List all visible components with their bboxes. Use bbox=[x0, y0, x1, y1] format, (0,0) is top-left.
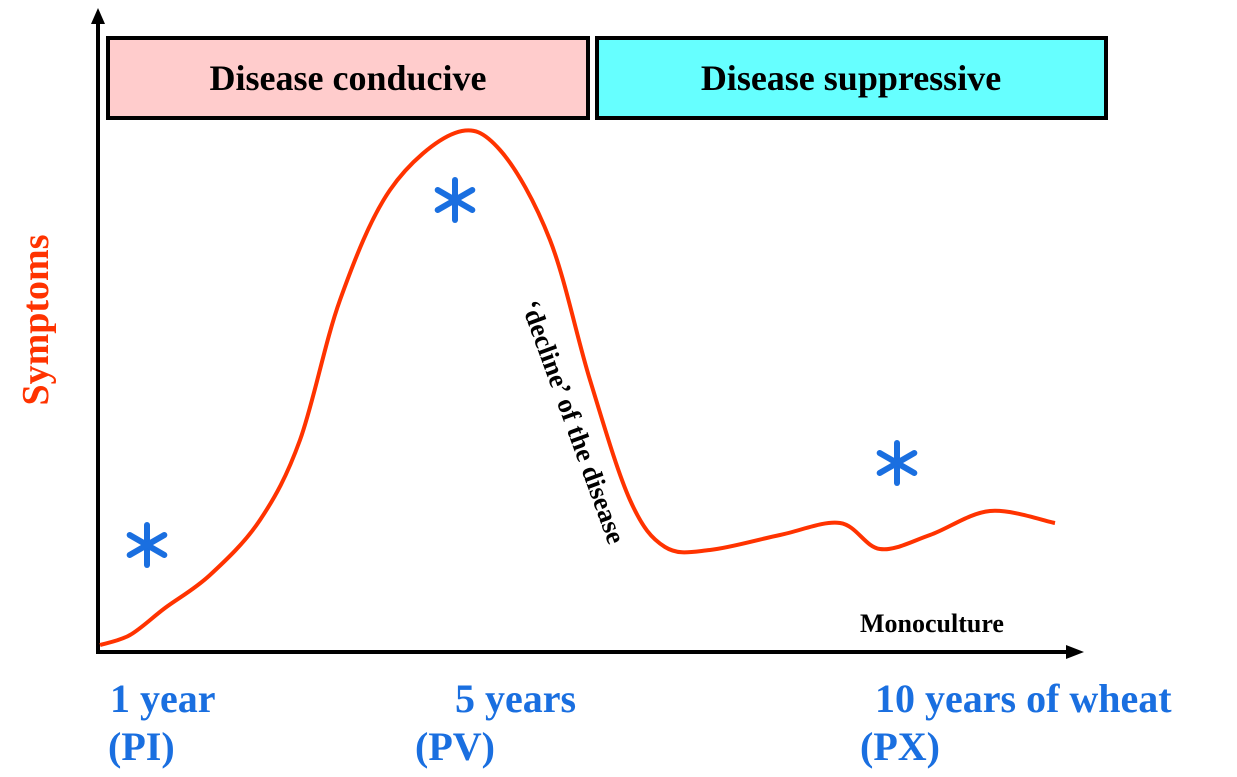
asterisk-arm bbox=[126, 532, 168, 558]
time-code: (PV) bbox=[415, 724, 495, 769]
asterisks bbox=[126, 177, 918, 568]
y-axis-label: Symptoms bbox=[15, 234, 57, 405]
suppressive-box bbox=[595, 36, 1108, 120]
x-axis-label: Monoculture bbox=[860, 609, 1004, 638]
annotation: ‘decline’ of the disease bbox=[515, 296, 631, 547]
asterisk-arm bbox=[434, 187, 476, 213]
asterisk-arm bbox=[876, 450, 918, 476]
phase-label: Disease conducive bbox=[210, 58, 487, 98]
time-code: (PX) bbox=[860, 724, 940, 769]
y-arrow bbox=[91, 8, 105, 24]
time-label: 10 years of wheat bbox=[875, 676, 1172, 721]
time-label: 1 year bbox=[110, 676, 216, 721]
time-code: (PI) bbox=[108, 724, 175, 769]
x-arrow bbox=[1066, 645, 1084, 659]
symptom-curve bbox=[99, 128, 1056, 647]
time-label: 5 years bbox=[455, 676, 576, 721]
phase-label: Disease suppressive bbox=[701, 58, 1001, 98]
conducive-box bbox=[106, 36, 590, 120]
